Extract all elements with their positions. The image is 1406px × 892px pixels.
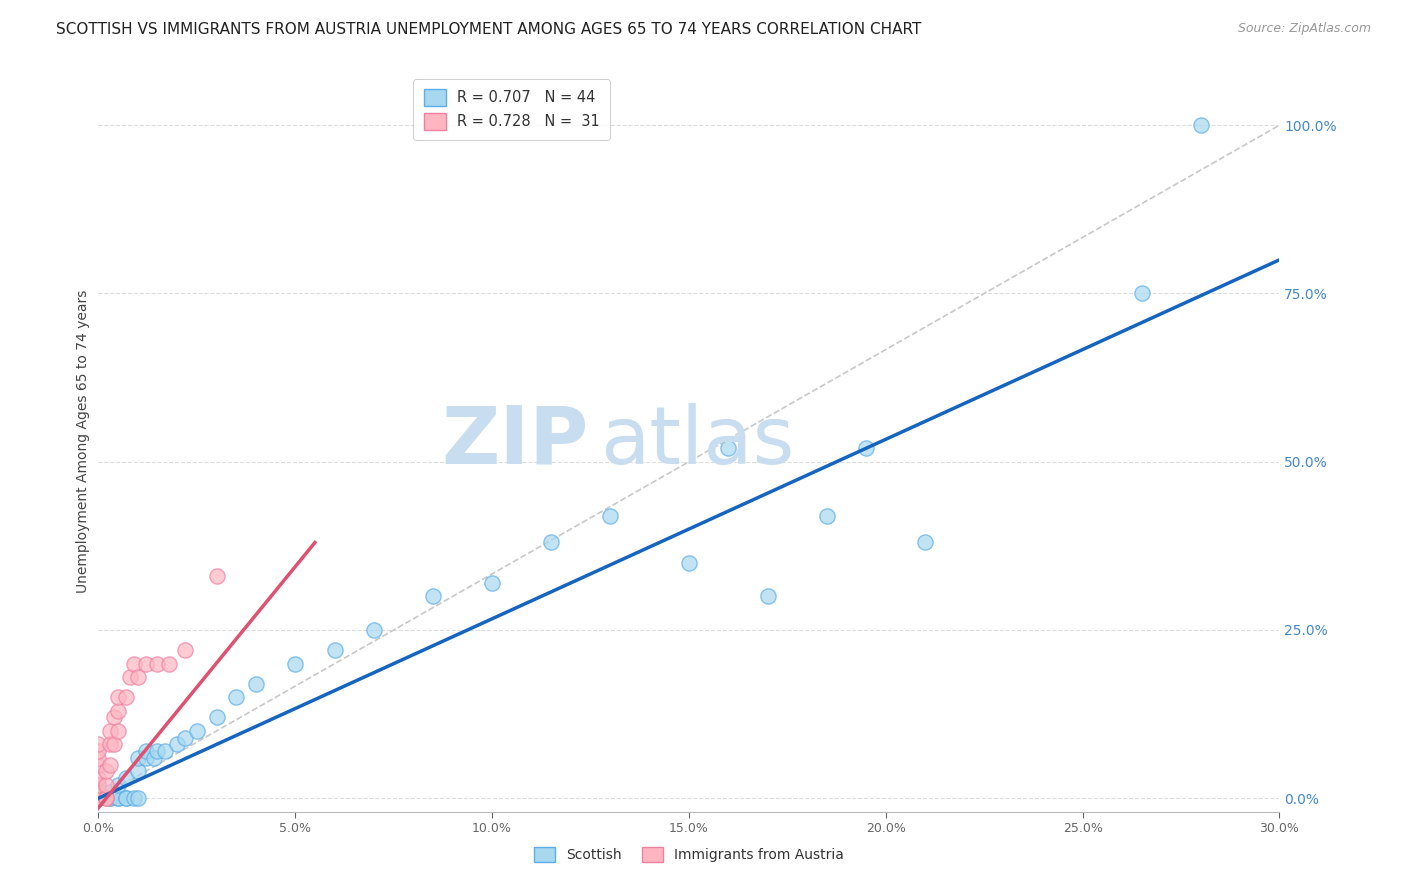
Point bbox=[118, 670, 141, 684]
Point bbox=[107, 791, 129, 805]
Point bbox=[225, 690, 247, 705]
Point bbox=[186, 723, 208, 738]
Point bbox=[107, 690, 129, 705]
Point bbox=[135, 751, 157, 765]
Point bbox=[87, 791, 110, 805]
Point bbox=[96, 791, 118, 805]
Point bbox=[174, 643, 197, 657]
Point bbox=[115, 690, 138, 705]
Point bbox=[87, 778, 110, 792]
Text: ZIP: ZIP bbox=[441, 402, 589, 481]
Point bbox=[127, 764, 149, 779]
Point bbox=[107, 723, 129, 738]
Point bbox=[96, 791, 118, 805]
Point bbox=[678, 556, 700, 570]
Point bbox=[107, 778, 129, 792]
Point bbox=[205, 710, 228, 724]
Point bbox=[115, 771, 138, 785]
Point bbox=[87, 778, 110, 792]
Point bbox=[1189, 118, 1212, 132]
Point bbox=[87, 757, 110, 772]
Point bbox=[422, 590, 444, 604]
Point bbox=[107, 791, 129, 805]
Point bbox=[135, 744, 157, 758]
Point bbox=[87, 771, 110, 785]
Y-axis label: Unemployment Among Ages 65 to 74 years: Unemployment Among Ages 65 to 74 years bbox=[76, 290, 90, 593]
Point bbox=[756, 590, 779, 604]
Point bbox=[122, 791, 145, 805]
Point bbox=[146, 657, 169, 671]
Text: SCOTTISH VS IMMIGRANTS FROM AUSTRIA UNEMPLOYMENT AMONG AGES 65 TO 74 YEARS CORRE: SCOTTISH VS IMMIGRANTS FROM AUSTRIA UNEM… bbox=[56, 22, 921, 37]
Legend: Scottish, Immigrants from Austria: Scottish, Immigrants from Austria bbox=[529, 842, 849, 868]
Point bbox=[540, 535, 562, 549]
Point bbox=[115, 791, 138, 805]
Point bbox=[103, 738, 125, 752]
Point bbox=[98, 738, 121, 752]
Point bbox=[284, 657, 307, 671]
Point bbox=[157, 657, 180, 671]
Point bbox=[115, 791, 138, 805]
Point bbox=[127, 670, 149, 684]
Point bbox=[166, 738, 188, 752]
Point bbox=[87, 791, 110, 805]
Point bbox=[135, 657, 157, 671]
Point bbox=[96, 764, 118, 779]
Point bbox=[98, 784, 121, 798]
Point bbox=[87, 751, 110, 765]
Point bbox=[146, 744, 169, 758]
Point bbox=[98, 791, 121, 805]
Point bbox=[155, 744, 177, 758]
Point bbox=[1130, 286, 1153, 301]
Text: Source: ZipAtlas.com: Source: ZipAtlas.com bbox=[1237, 22, 1371, 36]
Point bbox=[98, 757, 121, 772]
Point bbox=[98, 791, 121, 805]
Point bbox=[174, 731, 197, 745]
Point bbox=[855, 442, 877, 456]
Point bbox=[815, 508, 838, 523]
Point bbox=[323, 643, 346, 657]
Point bbox=[103, 710, 125, 724]
Point bbox=[87, 791, 110, 805]
Point bbox=[98, 723, 121, 738]
Point bbox=[87, 784, 110, 798]
Text: atlas: atlas bbox=[600, 402, 794, 481]
Point bbox=[481, 575, 503, 590]
Point bbox=[127, 791, 149, 805]
Point bbox=[107, 704, 129, 718]
Point bbox=[122, 657, 145, 671]
Point bbox=[87, 791, 110, 805]
Point bbox=[87, 744, 110, 758]
Point bbox=[245, 677, 267, 691]
Point bbox=[142, 751, 165, 765]
Point bbox=[363, 623, 385, 637]
Point bbox=[87, 784, 110, 798]
Point bbox=[205, 569, 228, 583]
Point bbox=[87, 791, 110, 805]
Point bbox=[914, 535, 936, 549]
Point bbox=[87, 738, 110, 752]
Point bbox=[87, 791, 110, 805]
Point bbox=[96, 778, 118, 792]
Point bbox=[599, 508, 621, 523]
Point bbox=[127, 751, 149, 765]
Point bbox=[717, 442, 740, 456]
